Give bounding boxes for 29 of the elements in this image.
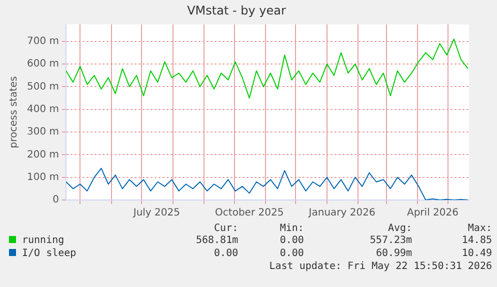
- text: Max:: [466, 222, 492, 234]
- text: Last update: Fri May 22 15:50:31 2026: [268, 260, 492, 272]
- legend-label: running: [21, 234, 66, 247]
- x-tick-label: October 2025: [215, 208, 284, 219]
- text: 568.81m: [194, 234, 238, 247]
- y-tick-label: 100 m: [26, 172, 60, 183]
- chart-title: VMstat - by year: [187, 3, 286, 18]
- text: Min:: [278, 222, 304, 234]
- y-tick-label: 600 m: [26, 58, 60, 70]
- x-tick-label: April 2026: [406, 208, 458, 219]
- text: 14.85: [460, 234, 492, 247]
- y-tick-label: 300 m: [26, 126, 60, 138]
- text: Avg:: [386, 222, 412, 234]
- text: 0.00: [278, 234, 304, 247]
- text: 60.99m: [374, 247, 412, 260]
- x-tick-label: January 2026: [308, 208, 376, 219]
- legend-label: I/O sleep: [21, 247, 78, 260]
- y-tick-label: 0: [52, 194, 60, 206]
- text: 557.23m: [368, 234, 412, 247]
- y-tick-label: 500 m: [26, 81, 60, 92]
- y-axis-title: process states: [8, 76, 20, 148]
- text: 0.00: [278, 247, 304, 260]
- text: 0.00: [213, 247, 238, 260]
- y-tick-label: 700 m: [26, 36, 60, 47]
- text: 10.49: [460, 247, 492, 260]
- x-tick-label: July 2025: [132, 208, 180, 219]
- text: Cur:: [213, 222, 238, 234]
- y-tick-label: 400 m: [26, 104, 60, 115]
- y-tick-label: 200 m: [26, 149, 60, 160]
